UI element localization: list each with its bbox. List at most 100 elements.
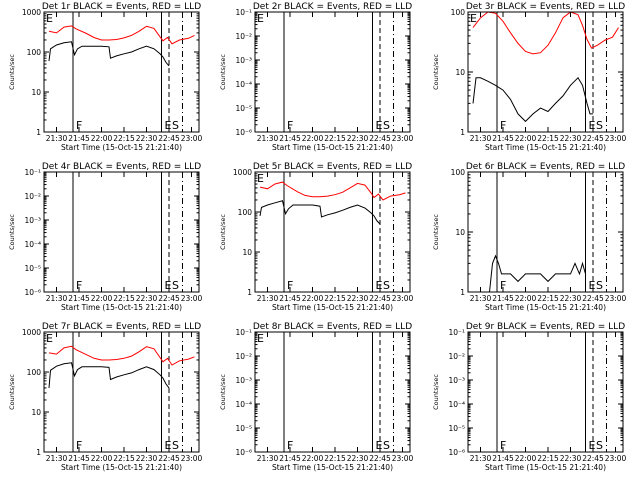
y-tick-label: 10⁻²: [235, 352, 252, 361]
x-tick-label: 22:45: [158, 454, 180, 463]
marker-label-E: E: [165, 119, 172, 132]
x-tick-label: 23:00: [392, 454, 414, 463]
marker-label-F: F: [287, 439, 293, 452]
corner-label: E: [257, 332, 264, 345]
panel-title: Det 1r BLACK = Events, RED = LLD: [42, 2, 201, 12]
marker-label-F: F: [287, 279, 293, 292]
x-tick-label: 23:00: [392, 134, 414, 143]
y-tick-label: 10⁻²: [448, 352, 465, 361]
y-tick-label: 10: [31, 408, 41, 417]
marker-label-F: F: [76, 119, 82, 132]
y-tick-label: 10: [242, 248, 252, 257]
marker-label-E: E: [376, 279, 383, 292]
y-axis-label: Counts/sec: [219, 214, 227, 250]
y-tick-label: 10⁻³: [24, 216, 41, 225]
x-tick-label: 22:30: [347, 454, 369, 463]
x-tick-label: 22:15: [324, 454, 346, 463]
x-tick-label: 22:15: [113, 454, 135, 463]
marker-label-F: F: [76, 279, 82, 292]
plot-frame: [254, 171, 411, 293]
x-tick-label: 22:45: [582, 134, 604, 143]
x-axis-label: Start Time (15-Oct-15 21:21:40): [485, 143, 606, 152]
corner-label: E: [46, 332, 53, 345]
plot-frame: [467, 11, 624, 133]
x-tick-label: 22:45: [369, 134, 391, 143]
y-tick-label: 1: [36, 128, 41, 137]
y-tick-label: 10⁻³: [448, 376, 465, 385]
series-lld: [472, 11, 619, 55]
plot-frame: [43, 11, 200, 133]
y-tick-label: 10⁻¹: [235, 328, 252, 337]
x-tick-label: 22:45: [582, 454, 604, 463]
x-tick-label: 22:45: [158, 134, 180, 143]
marker-label-E: E: [376, 439, 383, 452]
x-tick-label: 22:00: [302, 454, 324, 463]
plot-frame: [254, 331, 411, 453]
panel-title: Det 8r BLACK = Events, RED = LLD: [253, 322, 412, 332]
y-axis-label: Counts/sec: [8, 54, 16, 90]
y-axis-label: Counts/sec: [432, 214, 440, 250]
series-lld: [48, 25, 195, 45]
x-tick-label: 21:30: [257, 134, 279, 143]
x-tick-label: 22:30: [136, 454, 158, 463]
x-axis-label: Start Time (15-Oct-15 21:21:40): [485, 463, 606, 472]
x-tick-label: 23:00: [392, 294, 414, 303]
corner-label: E: [470, 12, 477, 25]
y-tick-label: 1000: [233, 168, 252, 177]
x-tick-label: 23:00: [181, 294, 203, 303]
x-axis-label: Start Time (15-Oct-15 21:21:40): [61, 303, 182, 312]
y-tick-label: 10⁻⁴: [24, 240, 41, 249]
y-tick-label: 10⁻³: [235, 56, 252, 65]
x-tick-label: 22:00: [91, 294, 113, 303]
y-tick-label: 10⁻³: [235, 376, 252, 385]
corner-label: E: [46, 12, 53, 25]
x-tick-label: 22:00: [302, 134, 324, 143]
marker-label-F: F: [500, 279, 506, 292]
x-tick-label: 22:30: [136, 134, 158, 143]
x-tick-label: 21:30: [470, 294, 492, 303]
marker-label-S: S: [172, 119, 179, 132]
panel-det-6: Det 6r BLACK = Events, RED = LLD F E S 1 10 10…: [432, 162, 627, 312]
marker-label-F: F: [287, 119, 293, 132]
marker-label-S: S: [172, 439, 179, 452]
y-tick-label: 10⁻¹: [235, 8, 252, 17]
x-axis-label: Start Time (15-Oct-15 21:21:40): [272, 303, 393, 312]
x-tick-label: 22:30: [560, 294, 582, 303]
y-tick-label: 10⁻⁴: [235, 80, 252, 89]
series-events: [48, 362, 170, 389]
x-tick-label: 22:00: [91, 454, 113, 463]
x-tick-label: 22:30: [347, 294, 369, 303]
y-tick-label: 1: [460, 288, 465, 297]
y-tick-label: 10⁻⁴: [235, 400, 252, 409]
x-axis-label: Start Time (15-Oct-15 21:21:40): [61, 143, 182, 152]
x-tick-label: 22:00: [91, 134, 113, 143]
panel-title: Det 5r BLACK = Events, RED = LLD: [253, 162, 412, 172]
x-axis-label: Start Time (15-Oct-15 21:21:40): [485, 303, 606, 312]
y-tick-label: 10: [455, 68, 465, 77]
marker-label-S: S: [383, 439, 390, 452]
marker-label-E: E: [589, 119, 596, 132]
panel-title: Det 9r BLACK = Events, RED = LLD: [466, 322, 625, 332]
corner-label: E: [257, 12, 264, 25]
plot-frame: [43, 331, 200, 453]
x-tick-label: 21:45: [279, 294, 301, 303]
x-tick-label: 21:45: [492, 454, 514, 463]
y-axis-label: Counts/sec: [219, 54, 227, 90]
panel-title: Det 2r BLACK = Events, RED = LLD: [253, 2, 412, 12]
x-tick-label: 21:45: [68, 294, 90, 303]
marker-label-S: S: [596, 119, 603, 132]
y-tick-label: 1000: [22, 328, 41, 337]
y-tick-label: 10⁻⁶: [448, 448, 465, 457]
panel-title: Det 6r BLACK = Events, RED = LLD: [466, 162, 625, 172]
y-tick-label: 10⁻⁵: [235, 104, 252, 113]
x-axis-label: Start Time (15-Oct-15 21:21:40): [272, 143, 393, 152]
x-tick-label: 21:45: [279, 134, 301, 143]
panel-title: Det 4r BLACK = Events, RED = LLD: [42, 162, 201, 172]
marker-label-S: S: [596, 279, 603, 292]
plot-frame: [467, 331, 624, 453]
marker-label-E: E: [589, 279, 596, 292]
marker-label-E: E: [376, 119, 383, 132]
x-tick-label: 22:45: [369, 454, 391, 463]
